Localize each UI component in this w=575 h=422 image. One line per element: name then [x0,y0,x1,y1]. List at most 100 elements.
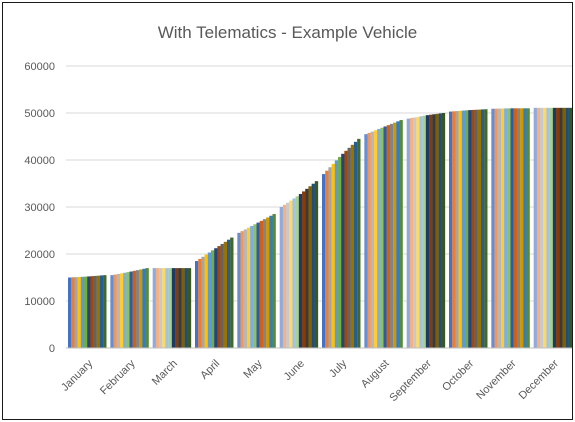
x-tick-label: November [474,357,519,402]
bar [461,110,466,348]
bar [350,144,355,348]
bar [195,261,199,348]
bar [452,111,456,348]
bar [266,217,270,348]
bar [262,219,267,348]
bar [93,275,97,348]
bar [132,270,137,348]
bar [389,123,394,349]
bar [269,215,273,348]
bar [337,157,342,348]
bar [214,248,218,348]
bar [533,107,538,348]
bar [513,108,518,348]
bar [71,277,75,348]
bar [416,116,420,348]
bar [126,272,130,348]
bar [83,276,88,348]
chart-title: With Telematics - Example Vehicle [157,23,418,42]
bar [119,273,124,348]
bar [353,141,358,348]
bar [139,269,143,348]
gridlines [66,65,572,302]
bar [80,276,85,348]
bar [494,108,498,349]
bar [422,115,426,349]
bar [497,108,502,348]
bar [562,107,566,348]
bar [377,129,381,348]
x-axis-ticks: January February March April May June July Augu… [59,357,561,404]
bar [438,113,442,349]
bar [230,237,234,348]
bar [201,256,205,348]
bar [370,131,375,348]
bar [468,110,472,348]
bar [184,268,188,348]
bar [142,268,146,348]
bar [243,229,248,348]
bar [510,108,514,348]
bar [347,147,351,348]
bar [178,268,182,348]
bar [103,275,107,348]
bar [181,268,185,348]
bar [471,109,475,348]
bar [325,170,329,348]
bar [298,193,303,348]
bar [406,118,411,348]
bar [110,275,114,348]
bar [74,277,78,348]
y-tick-label: 20000 [24,249,55,261]
bar [259,220,264,348]
bar [292,198,296,348]
bar [523,108,527,348]
x-tick-label: March [150,358,180,388]
bar [223,241,228,348]
bar [393,122,397,348]
bar [314,181,319,348]
bar [159,268,163,348]
bar [135,270,140,348]
y-tick-label: 10000 [24,296,55,308]
bar [145,268,149,348]
bar [419,116,423,348]
bar [344,150,348,348]
bar [217,246,221,348]
bar [413,117,417,348]
y-tick-label: 60000 [24,61,55,73]
bar [256,222,260,348]
bar [165,268,169,348]
bar [556,107,560,348]
bar [305,188,309,348]
bar [328,167,332,348]
bar [198,258,202,348]
bar [455,111,459,348]
bar [334,160,339,348]
bar [68,277,72,348]
bar [507,108,511,348]
bar [155,268,160,348]
bar [246,227,251,348]
x-tick-label: August [359,358,392,391]
x-tick-label: June [282,358,307,383]
x-tick-label: October [440,357,476,393]
bar [536,107,541,348]
bar [187,268,192,348]
bar [484,109,488,349]
bar [367,132,371,348]
bar [308,186,312,348]
bar [441,113,446,348]
bar [322,174,326,348]
bar [386,125,391,349]
bar [286,202,290,348]
y-tick-label: 0 [49,343,55,355]
bar [477,109,482,348]
bar [458,110,462,348]
x-tick-label: December [517,357,562,402]
bar [240,231,244,348]
bar [449,111,453,348]
bar [171,268,176,348]
bar [116,273,121,348]
